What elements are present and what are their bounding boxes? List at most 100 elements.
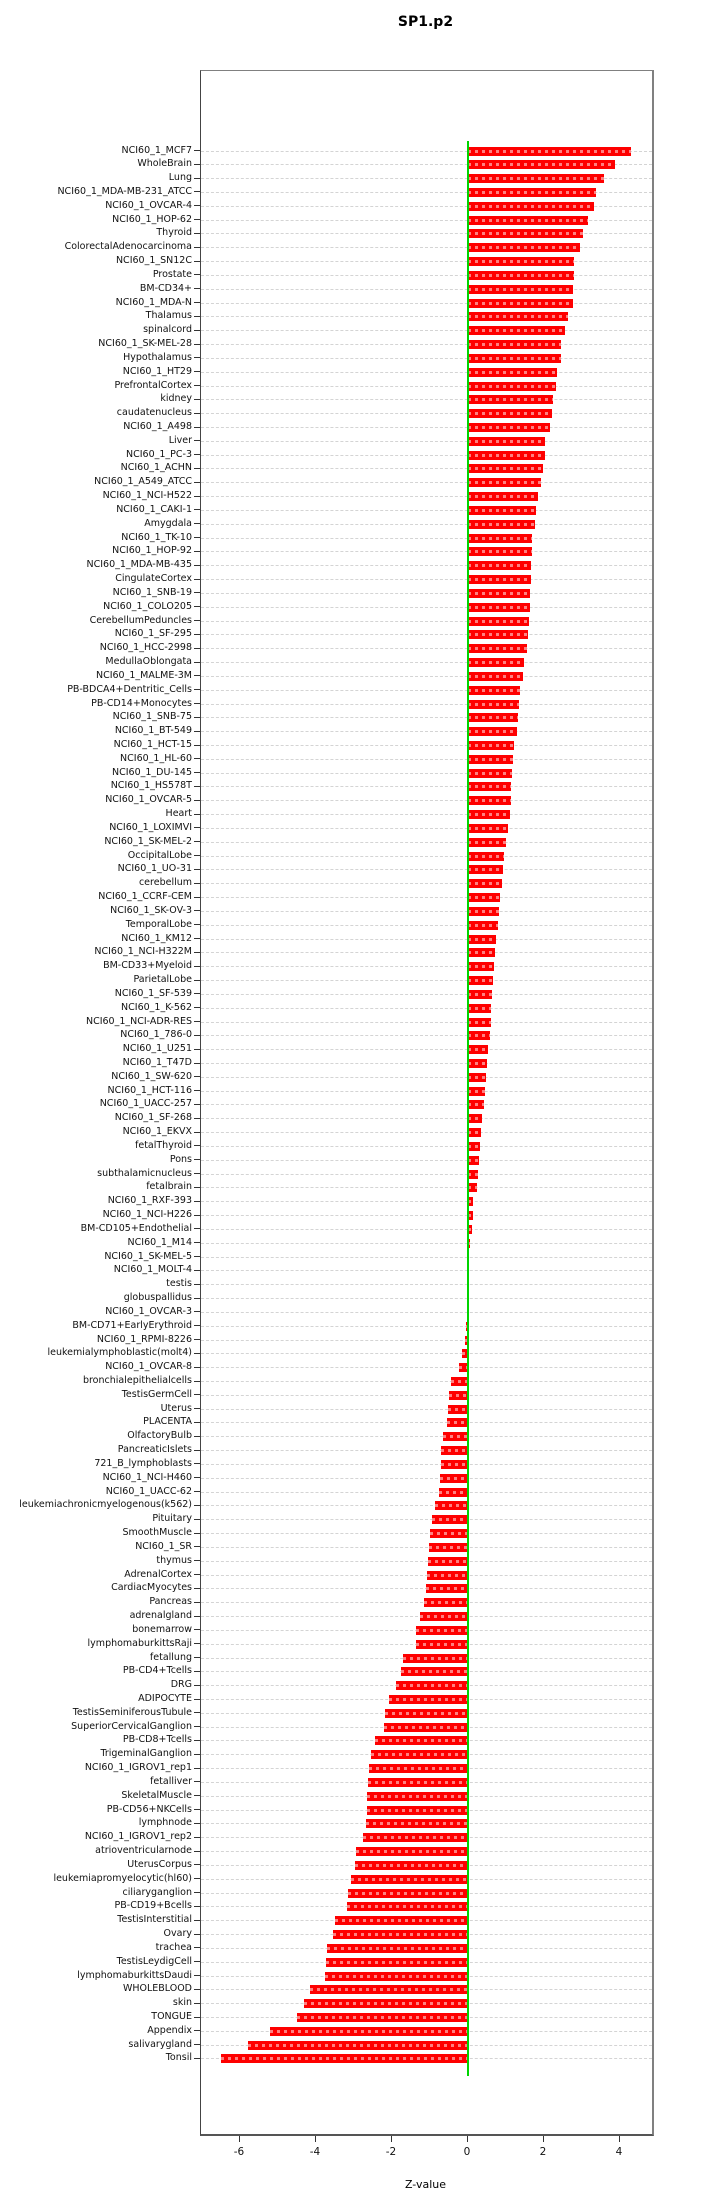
row-gridline — [201, 1491, 652, 1493]
category-label: NCI60_1_A549_ATCC — [94, 476, 192, 488]
category-label: SmoothMuscle — [122, 1527, 192, 1539]
bar-gridline-overlay — [441, 1449, 468, 1453]
bar-gridline-overlay — [415, 1642, 468, 1646]
bar — [449, 1390, 468, 1400]
bar-gridline-overlay — [468, 190, 597, 194]
category-label: leukemiachronicmyelogenous(k562) — [19, 1499, 192, 1511]
category-label: PB-CD56+NKCells — [106, 1803, 192, 1815]
row-gridline — [201, 1574, 652, 1576]
bar-gridline-overlay — [369, 1767, 468, 1771]
bar-gridline-overlay — [375, 1739, 468, 1743]
bar-gridline-overlay — [468, 246, 580, 250]
bar — [468, 436, 546, 446]
bar-gridline-overlay — [468, 1214, 473, 1218]
bar-gridline-overlay — [468, 799, 511, 803]
category-label: Heart — [165, 808, 192, 820]
bar — [468, 658, 524, 668]
bar-gridline-overlay — [468, 1089, 486, 1093]
category-label: NCI60_1_HCC-2998 — [99, 642, 192, 654]
bar — [468, 312, 568, 322]
y-axis-tick — [194, 1325, 200, 1327]
y-axis-tick — [194, 412, 200, 414]
y-axis-tick — [194, 1795, 200, 1797]
category-label: NCI60_1_SK-MEL-2 — [104, 835, 192, 847]
category-label: TONGUE — [151, 2011, 192, 2022]
row-gridline — [201, 399, 652, 401]
category-label: NCI60_1_OVCAR-5 — [105, 794, 192, 806]
y-axis-tick — [194, 219, 200, 221]
bar-gridline-overlay — [468, 716, 518, 720]
y-axis-tick — [194, 882, 200, 884]
category-label: NCI60_1_RPMI-8226 — [96, 1333, 192, 1345]
bar — [468, 1003, 492, 1013]
y-axis-tick — [194, 1532, 200, 1534]
y-axis-tick — [194, 1034, 200, 1036]
row-gridline — [201, 731, 652, 733]
row-gridline — [201, 1076, 652, 1078]
row-gridline — [201, 385, 652, 387]
y-axis-tick — [194, 1712, 200, 1714]
bar — [384, 1708, 468, 1718]
y-axis-tick — [194, 454, 200, 456]
bar-gridline-overlay — [468, 356, 562, 360]
y-axis-tick — [194, 163, 200, 165]
category-label: NCI60_1_SNB-19 — [112, 586, 192, 598]
y-axis-tick — [194, 1546, 200, 1548]
bar — [428, 1542, 468, 1552]
bar — [468, 823, 508, 833]
bar — [468, 326, 565, 336]
category-label: NCI60_1_MDA-N — [115, 296, 192, 308]
y-axis-tick — [194, 1435, 200, 1437]
y-axis-tick — [194, 385, 200, 387]
y-axis-tick — [194, 1048, 200, 1050]
bar-gridline-overlay — [468, 591, 531, 595]
category-label: Amygdala — [144, 517, 192, 529]
category-label: NCI60_1_SNB-75 — [112, 711, 192, 723]
bar — [326, 1943, 468, 1953]
y-axis-tick — [194, 1186, 200, 1188]
bar — [468, 1197, 473, 1207]
bar-gridline-overlay — [468, 564, 532, 568]
y-axis-tick — [194, 1753, 200, 1755]
category-label: 721_B_lymphoblasts — [94, 1457, 192, 1469]
x-axis-tick — [619, 2136, 620, 2142]
bar — [468, 671, 523, 681]
bar — [468, 1114, 482, 1124]
bar-gridline-overlay — [430, 1532, 468, 1536]
category-label: DRG — [170, 1679, 192, 1691]
category-label: NCI60_1_MDA-MB-435 — [86, 559, 192, 571]
category-label: PB-CD8+Tcells — [122, 1734, 192, 1746]
bar — [468, 257, 575, 267]
bar — [468, 810, 511, 820]
category-label: NCI60_1_SN12C — [115, 255, 192, 267]
bar-gridline-overlay — [367, 1794, 468, 1798]
bar — [468, 409, 552, 419]
bar-gridline-overlay — [310, 1988, 468, 1992]
bar — [468, 1128, 481, 1138]
y-axis-tick — [194, 2002, 200, 2004]
bar-gridline-overlay — [468, 744, 514, 748]
category-label: NCI60_1_BT-549 — [114, 725, 192, 737]
y-axis-tick — [194, 1352, 200, 1354]
bar — [400, 1667, 468, 1677]
row-gridline — [201, 606, 652, 608]
y-axis-tick — [194, 633, 200, 635]
y-axis-tick — [194, 689, 200, 691]
row-gridline — [201, 980, 652, 982]
row-gridline — [201, 814, 652, 816]
x-axis-tick-label: 0 — [463, 2146, 471, 2158]
bar-gridline-overlay — [468, 508, 537, 512]
bar-gridline-overlay — [468, 923, 499, 927]
bar-gridline-overlay — [270, 2029, 468, 2033]
bar — [468, 837, 506, 847]
row-gridline — [201, 952, 652, 954]
category-label: NCI60_1_HOP-62 — [112, 213, 192, 225]
row-gridline — [201, 454, 652, 456]
bar-gridline-overlay — [468, 1062, 488, 1066]
y-axis-tick — [194, 1629, 200, 1631]
category-label: Thalamus — [145, 310, 192, 322]
y-axis-tick — [194, 1518, 200, 1520]
category-label: MedullaOblongata — [105, 656, 192, 668]
bar-gridline-overlay — [468, 522, 536, 526]
bar-gridline-overlay — [468, 1117, 482, 1121]
